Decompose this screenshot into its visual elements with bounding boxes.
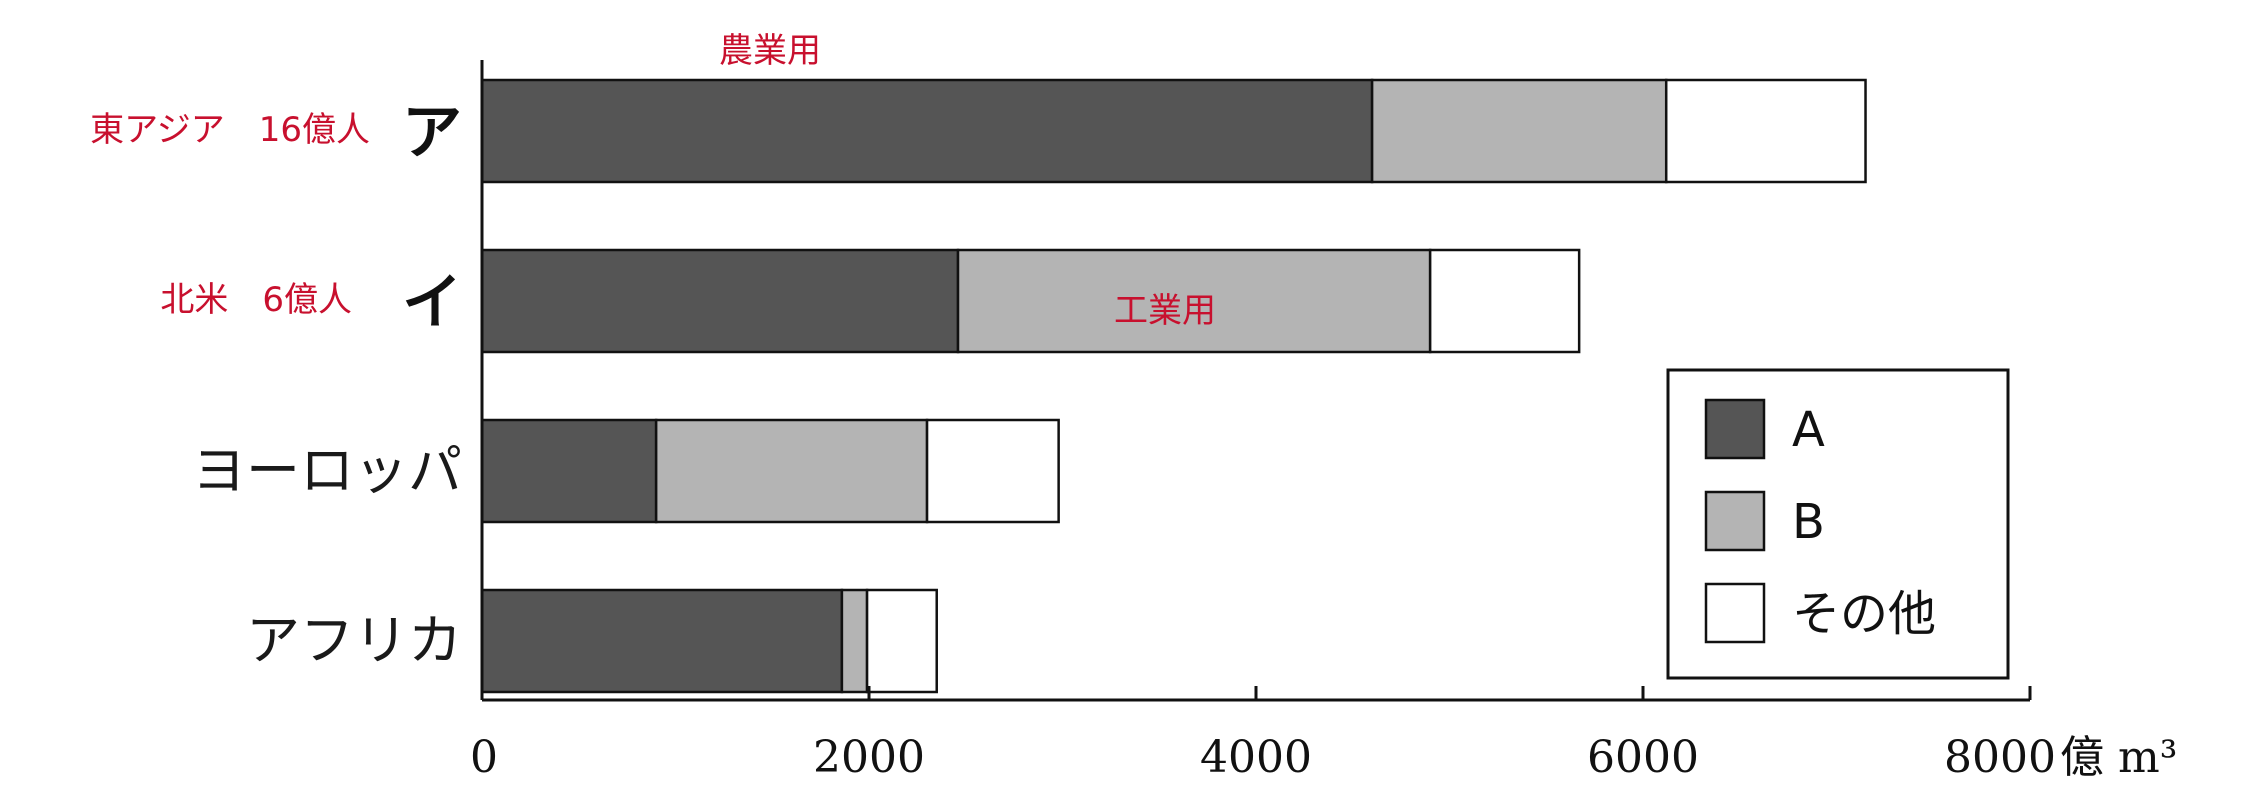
bar-segment-2-row-1: [1370, 78, 1668, 184]
row-note-1: 東アジア 16億人: [90, 110, 370, 150]
x-tick-label: 8000: [1944, 732, 2056, 783]
bar-segment-1-row-1: [480, 78, 1374, 184]
legend: AB その他: [1666, 368, 2010, 680]
x-axis-unit: 億 m³: [2060, 732, 2177, 783]
bar-segment-2-row-3: [654, 418, 929, 524]
category-label-3: ヨーロッパ: [192, 439, 462, 502]
bar-segment-2-row-2: [956, 248, 1432, 354]
legend-swatch-2: [1704, 490, 1766, 552]
legend-swatch-1: [1704, 398, 1766, 460]
row-note-2: 北米 6億人: [160, 280, 352, 320]
x-tick-label: 2000: [813, 732, 925, 783]
bar-segment-3-row-4: [865, 588, 938, 694]
x-tick-label: 4000: [1200, 732, 1312, 783]
x-axis: 0 2000 4000 6000 8000 億 m³: [470, 60, 2177, 783]
top-note: 農業用: [719, 31, 821, 71]
x-tick-label: 6000: [1587, 732, 1699, 783]
legend-label-1: A: [1792, 402, 1825, 458]
legend-label-3: その他: [1792, 586, 1936, 642]
bar-segment-3-row-3: [925, 418, 1060, 524]
category-label-2: イ: [402, 268, 462, 338]
bar-note: 工業用: [1114, 291, 1216, 331]
bar-segment-3-row-2: [1428, 248, 1581, 354]
bar-segment-1-row-4: [480, 588, 844, 694]
bar-segment-3-row-1: [1664, 78, 1867, 184]
legend-swatch-3: [1704, 582, 1766, 644]
bar-segment-1-row-3: [480, 418, 658, 524]
legend-label-2: B: [1792, 494, 1825, 550]
category-label-4: アフリカ: [246, 609, 462, 672]
bars-layer: [480, 78, 1867, 694]
bar-segment-1-row-2: [480, 248, 960, 354]
category-label-1: ア: [402, 98, 462, 168]
bar-segment-2-row-4: [840, 588, 869, 694]
x-tick-label: 0: [470, 732, 498, 783]
